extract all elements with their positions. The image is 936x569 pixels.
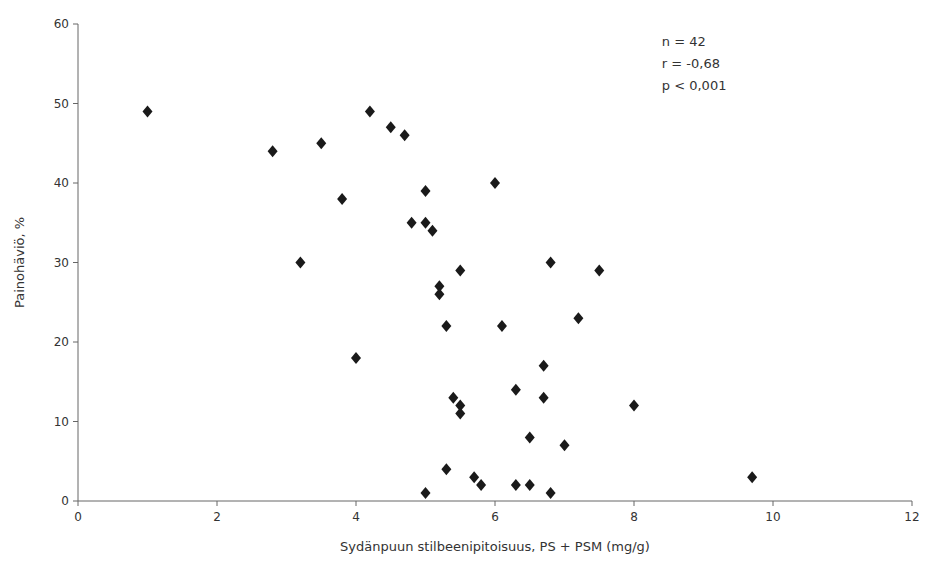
- x-tick: [495, 501, 496, 506]
- point: [448, 392, 458, 404]
- x-tick-label: 0: [74, 510, 82, 524]
- x-tick-label: 2: [213, 510, 221, 524]
- point: [421, 217, 431, 229]
- y-tick: [73, 103, 78, 104]
- point: [525, 479, 535, 491]
- y-tick-label: 0: [61, 494, 69, 508]
- point: [539, 360, 549, 372]
- y-tick: [73, 183, 78, 184]
- x-tick: [217, 501, 218, 506]
- chart-container: 0 2 4 6 8 10 12 0 10 20 30 40 50 60 Sydänpuun stilbeen…: [0, 0, 936, 569]
- point: [629, 400, 639, 412]
- y-tick: [73, 421, 78, 422]
- point: [407, 217, 417, 229]
- point: [434, 288, 444, 300]
- point: [476, 479, 486, 491]
- axes: 0 2 4 6 8 10 12 0 10 20 30 40 50 60: [54, 17, 920, 524]
- point: [511, 479, 521, 491]
- point: [594, 264, 604, 276]
- y-tick-label: 40: [54, 176, 69, 190]
- point: [337, 193, 347, 205]
- x-tick-label: 10: [765, 510, 780, 524]
- y-tick: [73, 262, 78, 263]
- point: [490, 177, 500, 189]
- point: [455, 408, 465, 420]
- x-axis-label: Sydänpuun stilbeenipitoisuus, PS + PSM (…: [340, 539, 650, 554]
- point: [573, 312, 583, 324]
- y-tick: [73, 24, 78, 25]
- chart: 0 2 4 6 8 10 12 0 10 20 30 40 50 60 Sydänpuun stilbeen…: [0, 0, 936, 569]
- point: [441, 463, 451, 475]
- point: [365, 105, 375, 117]
- y-tick-label: 50: [54, 97, 69, 111]
- point: [546, 257, 556, 269]
- x-tick: [634, 501, 635, 506]
- y-tick-label: 30: [54, 256, 69, 270]
- y-axis-label: Painohäviö, %: [12, 217, 27, 308]
- y-tick: [73, 342, 78, 343]
- point: [268, 145, 278, 157]
- x-tick: [773, 501, 774, 506]
- point: [511, 384, 521, 396]
- x-tick-label: 6: [491, 510, 499, 524]
- point: [455, 264, 465, 276]
- point: [525, 431, 535, 443]
- point: [386, 121, 396, 133]
- point: [143, 105, 153, 117]
- point: [421, 185, 431, 197]
- y-tick-label: 60: [54, 17, 69, 31]
- point: [441, 320, 451, 332]
- point: [295, 257, 305, 269]
- point: [469, 471, 479, 483]
- x-tick: [912, 501, 913, 506]
- points: [143, 105, 758, 499]
- point: [539, 392, 549, 404]
- y-tick-label: 10: [54, 415, 69, 429]
- x-tick-label: 4: [352, 510, 360, 524]
- x-tick: [356, 501, 357, 506]
- x-tick-label: 12: [904, 510, 919, 524]
- point: [421, 487, 431, 499]
- point: [747, 471, 757, 483]
- x-tick: [78, 501, 79, 506]
- point: [316, 137, 326, 149]
- y-tick: [73, 501, 78, 502]
- x-tick-label: 8: [630, 510, 638, 524]
- point: [560, 439, 570, 451]
- annotation: n = 42r = -0,68p < 0,001: [662, 34, 727, 93]
- point: [497, 320, 507, 332]
- point: [546, 487, 556, 499]
- point: [351, 352, 361, 364]
- point: [400, 129, 410, 141]
- point: [427, 225, 437, 237]
- y-tick-label: 20: [54, 335, 69, 349]
